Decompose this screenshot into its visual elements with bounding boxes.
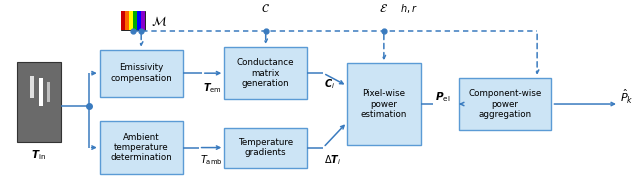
FancyBboxPatch shape bbox=[30, 76, 34, 98]
FancyBboxPatch shape bbox=[459, 78, 552, 130]
Text: $\mathcal{E}$: $\mathcal{E}$ bbox=[380, 2, 388, 15]
FancyBboxPatch shape bbox=[224, 47, 307, 100]
FancyBboxPatch shape bbox=[39, 78, 44, 106]
Text: $h, r$: $h, r$ bbox=[400, 2, 417, 15]
Text: $\boldsymbol{T}_{\mathrm{em}}$: $\boldsymbol{T}_{\mathrm{em}}$ bbox=[203, 81, 222, 95]
FancyBboxPatch shape bbox=[125, 11, 129, 30]
FancyBboxPatch shape bbox=[47, 82, 50, 102]
FancyBboxPatch shape bbox=[129, 11, 133, 30]
FancyBboxPatch shape bbox=[141, 11, 145, 30]
Text: Temperature
gradients: Temperature gradients bbox=[238, 138, 293, 157]
Text: $\mathcal{C}$: $\mathcal{C}$ bbox=[261, 2, 270, 15]
FancyBboxPatch shape bbox=[17, 62, 61, 142]
FancyBboxPatch shape bbox=[133, 11, 137, 30]
Text: Conductance
matrix
generation: Conductance matrix generation bbox=[237, 58, 294, 88]
Text: $T_{\mathrm{amb}}$: $T_{\mathrm{amb}}$ bbox=[200, 153, 223, 167]
Text: $\mathcal{M}$: $\mathcal{M}$ bbox=[152, 13, 168, 28]
Text: Component-wise
power
aggregation: Component-wise power aggregation bbox=[468, 89, 542, 119]
Text: $\Delta\boldsymbol{T}_{i}$: $\Delta\boldsymbol{T}_{i}$ bbox=[324, 153, 342, 167]
FancyBboxPatch shape bbox=[121, 11, 125, 30]
Text: Pixel-wise
power
estimation: Pixel-wise power estimation bbox=[361, 89, 407, 119]
Text: $\boldsymbol{P}_{\mathrm{el}}$: $\boldsymbol{P}_{\mathrm{el}}$ bbox=[435, 90, 450, 104]
FancyBboxPatch shape bbox=[224, 128, 307, 168]
FancyBboxPatch shape bbox=[137, 11, 141, 30]
FancyBboxPatch shape bbox=[100, 50, 182, 97]
Text: $\boldsymbol{C}_{i}$: $\boldsymbol{C}_{i}$ bbox=[324, 77, 335, 91]
Text: Ambient
temperature
determination: Ambient temperature determination bbox=[110, 133, 172, 162]
Text: $\boldsymbol{T}_{\mathrm{in}}$: $\boldsymbol{T}_{\mathrm{in}}$ bbox=[31, 148, 47, 162]
FancyBboxPatch shape bbox=[347, 63, 420, 145]
FancyBboxPatch shape bbox=[100, 121, 182, 174]
Text: Emissivity
compensation: Emissivity compensation bbox=[110, 63, 172, 83]
FancyBboxPatch shape bbox=[121, 11, 145, 30]
Text: $\hat{P}_{k}$: $\hat{P}_{k}$ bbox=[620, 88, 634, 106]
